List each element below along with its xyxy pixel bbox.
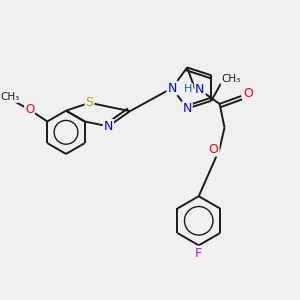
Text: H: H xyxy=(184,84,192,94)
Text: S: S xyxy=(85,96,94,109)
Text: N: N xyxy=(104,120,113,133)
Text: N: N xyxy=(182,102,192,115)
Text: N: N xyxy=(167,82,177,94)
Text: CH₃: CH₃ xyxy=(0,92,20,102)
Text: O: O xyxy=(243,87,253,100)
Text: CH₃: CH₃ xyxy=(221,74,241,84)
Text: N: N xyxy=(195,82,205,96)
Text: O: O xyxy=(209,142,219,156)
Text: O: O xyxy=(25,103,34,116)
Text: F: F xyxy=(195,247,202,260)
